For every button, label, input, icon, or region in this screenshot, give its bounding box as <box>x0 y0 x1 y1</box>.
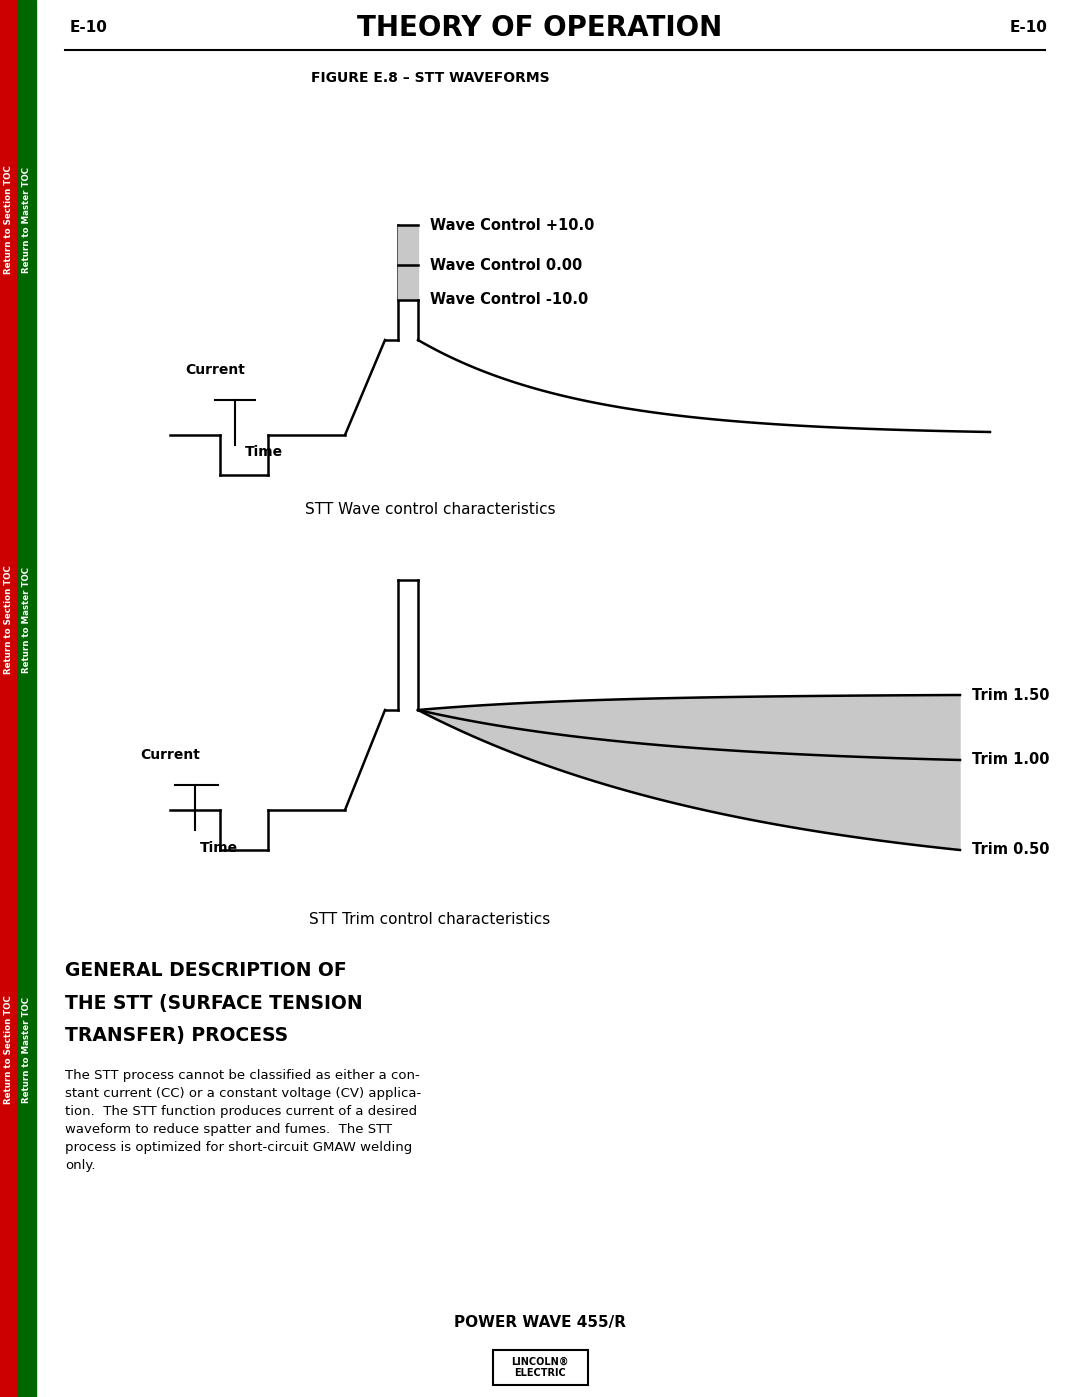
Text: Wave Control -10.0: Wave Control -10.0 <box>430 292 589 307</box>
Text: Wave Control +10.0: Wave Control +10.0 <box>430 218 594 232</box>
Text: process is optimized for short-circuit GMAW welding: process is optimized for short-circuit G… <box>65 1140 413 1154</box>
Text: Return to Master TOC: Return to Master TOC <box>23 168 31 272</box>
Text: STT Wave control characteristics: STT Wave control characteristics <box>305 503 555 517</box>
Bar <box>492 1350 588 1384</box>
Text: STT Trim control characteristics: STT Trim control characteristics <box>309 912 551 928</box>
Text: Trim 1.50: Trim 1.50 <box>972 687 1050 703</box>
Text: The STT process cannot be classified as either a con-: The STT process cannot be classified as … <box>65 1069 420 1081</box>
Polygon shape <box>399 225 418 265</box>
Text: Current: Current <box>185 363 245 377</box>
Text: Time: Time <box>200 841 238 855</box>
Text: Return to Section TOC: Return to Section TOC <box>4 166 14 274</box>
Polygon shape <box>418 694 960 849</box>
Text: GENERAL DESCRIPTION OF: GENERAL DESCRIPTION OF <box>65 961 347 979</box>
Text: Return to Section TOC: Return to Section TOC <box>4 566 14 675</box>
Bar <box>0 0 18 1397</box>
Text: E-10: E-10 <box>1010 21 1048 35</box>
Text: stant current (CC) or a constant voltage (CV) applica-: stant current (CC) or a constant voltage… <box>65 1087 421 1099</box>
Text: Wave Control 0.00: Wave Control 0.00 <box>430 257 582 272</box>
Text: tion.  The STT function produces current of a desired: tion. The STT function produces current … <box>65 1105 417 1118</box>
Text: Time: Time <box>245 446 283 460</box>
Text: Trim 1.00: Trim 1.00 <box>972 753 1050 767</box>
Text: Return to Master TOC: Return to Master TOC <box>23 567 31 673</box>
Text: Return to Section TOC: Return to Section TOC <box>4 996 14 1105</box>
Text: waveform to reduce spatter and fumes.  The STT: waveform to reduce spatter and fumes. Th… <box>65 1123 392 1136</box>
Text: FIGURE E.8 – STT WAVEFORMS: FIGURE E.8 – STT WAVEFORMS <box>311 71 550 85</box>
Bar <box>18 0 36 1397</box>
Text: LINCOLN®
ELECTRIC: LINCOLN® ELECTRIC <box>511 1356 569 1379</box>
Polygon shape <box>399 265 418 300</box>
Text: THEORY OF OPERATION: THEORY OF OPERATION <box>357 14 723 42</box>
Text: THE STT (SURFACE TENSION: THE STT (SURFACE TENSION <box>65 993 363 1013</box>
Text: Trim 0.50: Trim 0.50 <box>972 842 1050 858</box>
Text: POWER WAVE 455/R: POWER WAVE 455/R <box>454 1316 626 1330</box>
Text: only.: only. <box>65 1158 95 1172</box>
Text: E-10: E-10 <box>70 21 108 35</box>
Text: TRANSFER) PROCESS: TRANSFER) PROCESS <box>65 1027 288 1045</box>
Text: Current: Current <box>140 747 200 761</box>
Text: Return to Master TOC: Return to Master TOC <box>23 997 31 1104</box>
